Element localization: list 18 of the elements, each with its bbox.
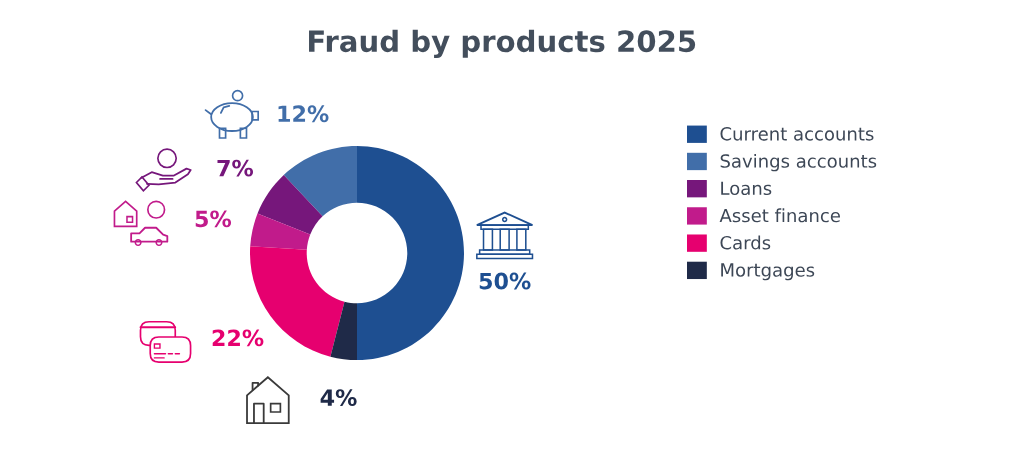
donut-slice xyxy=(283,146,357,217)
legend-label: Mortgages xyxy=(721,263,815,281)
donut-slice xyxy=(250,213,311,250)
legend-label: Cards xyxy=(720,235,771,250)
data-label: 7% xyxy=(217,159,254,177)
legend-label: Current accounts xyxy=(720,126,874,141)
data-label: 50% xyxy=(479,272,531,290)
chart-title: Fraud by products 2025 xyxy=(309,29,696,59)
donut-slice xyxy=(330,301,357,360)
legend-label: Asset finance xyxy=(719,208,840,223)
data-label: 22% xyxy=(212,329,264,347)
donut-slice xyxy=(257,175,323,235)
donut-slice xyxy=(357,146,464,360)
data-label: 4% xyxy=(320,389,357,406)
legend-label: Loans xyxy=(721,181,772,196)
data-label: 12% xyxy=(278,105,329,123)
data-label: 5% xyxy=(195,210,232,228)
legend-label: Savings accounts xyxy=(720,153,877,172)
